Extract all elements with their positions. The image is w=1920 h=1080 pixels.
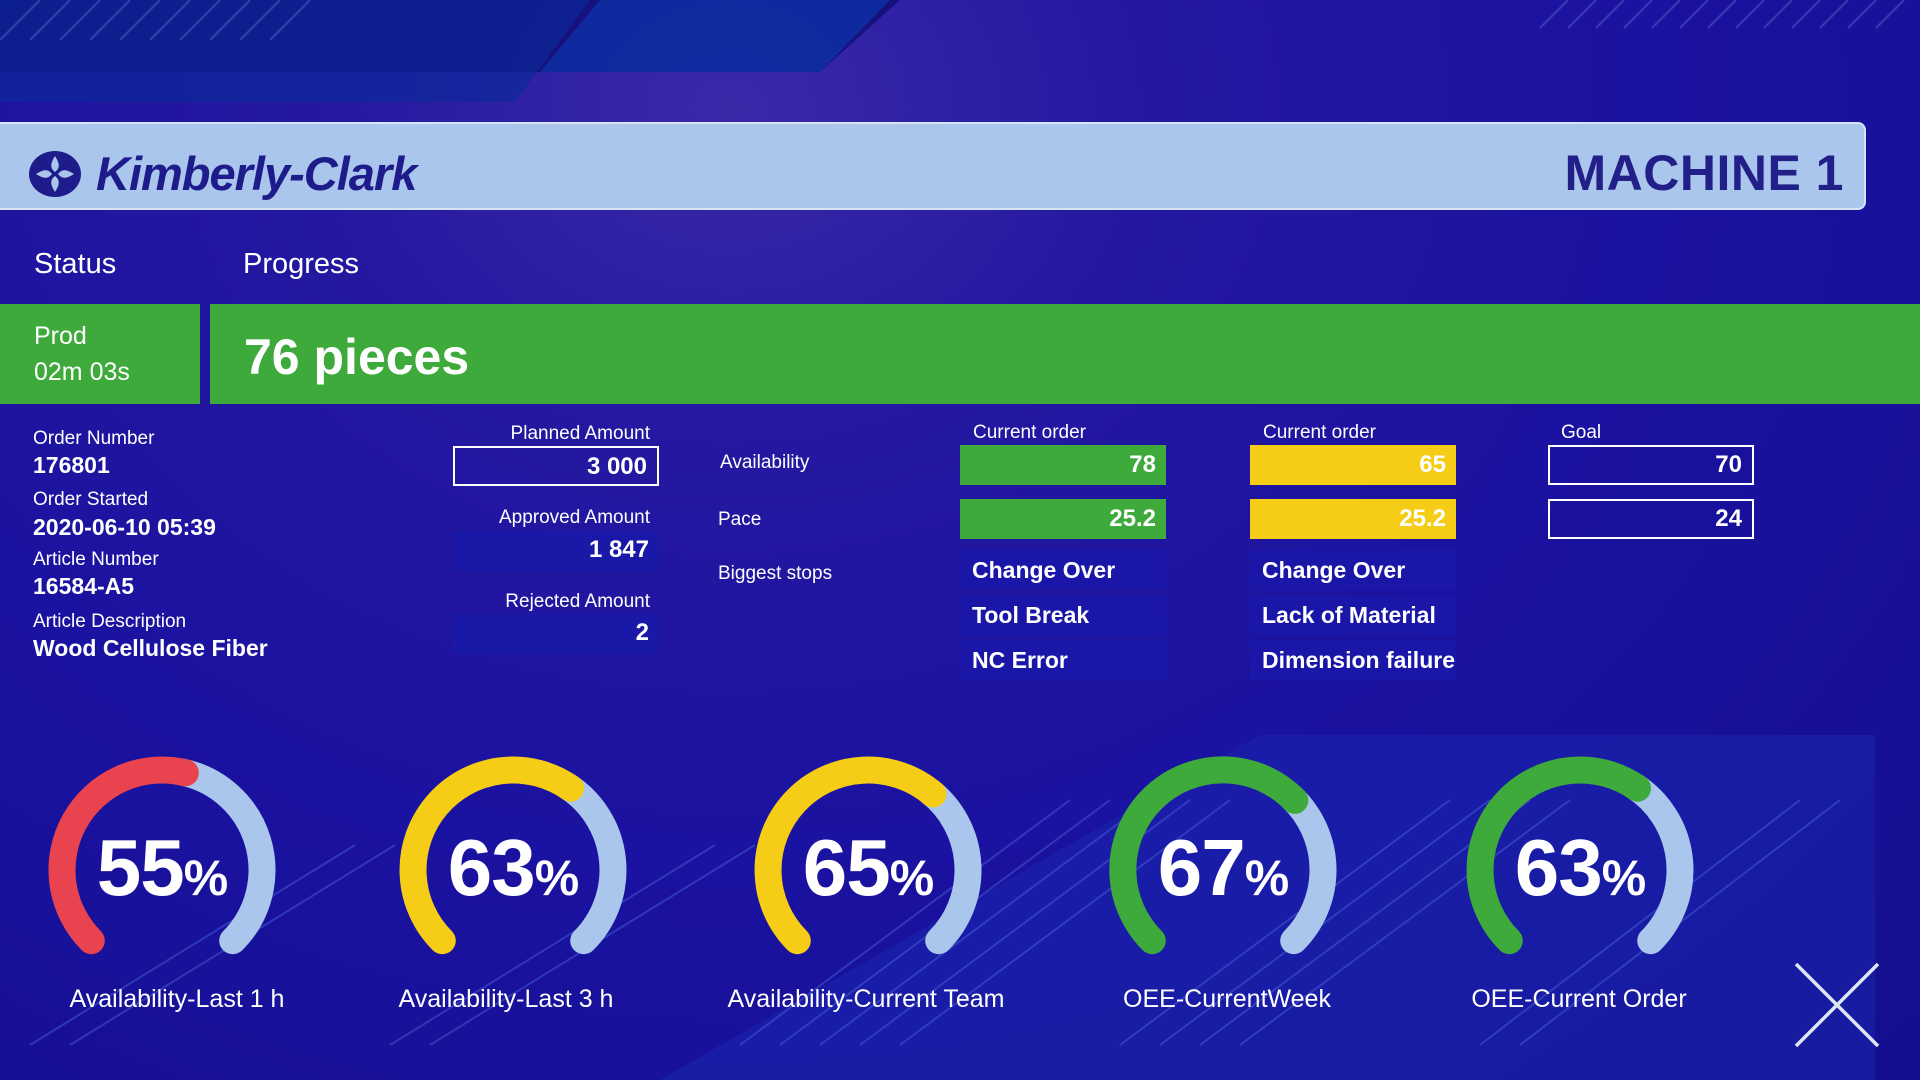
progress-bar: 76 pieces [210,304,1920,404]
status-heading: Status [34,248,117,280]
gauge-number-5: 63 [1514,823,1603,912]
gauge-unit-5: % [1601,850,1646,906]
gauge-availability-last-1h: 55% [32,740,292,1000]
col1-stop-3: NC Error [960,640,1166,680]
gauge-label-2: Availability-Last 3 h [398,985,614,1013]
progress-heading: Progress [243,248,360,280]
gauge-value-3: 65% [738,828,998,918]
col2-header: Current order [1263,422,1376,443]
gauge-availability-last-3h: 63% [383,740,643,1000]
gauge-fill [754,756,947,955]
col2-stop-1: Change Over [1250,550,1456,590]
gauge-label-3: Availability-Current Team [727,985,1005,1013]
col1-availability-value: 78 [960,445,1166,485]
order-started-label: Order Started [33,489,149,510]
gauge-track [554,772,627,955]
goal-pace-value: 24 [1548,499,1754,539]
goal-header: Goal [1561,422,1602,443]
gauge-fill [1466,756,1651,955]
gauge-label-4: OEE-CurrentWeek [1123,985,1331,1013]
gauge-ring-5 [1466,756,1694,955]
gauge-number-2: 63 [447,823,536,912]
gauge-unit-4: % [1244,850,1289,906]
status-box: Prod 02m 03s [0,304,200,404]
rejected-amount-label: Rejected Amount [505,591,650,612]
gauge-ring-2 [399,756,627,955]
gauge-ring-3 [754,756,982,955]
gauge-track [1621,772,1694,955]
gauge-label-5: OEE-Current Order [1471,985,1687,1013]
gauge-label-1: Availability-Last 1 h [69,985,285,1013]
planned-amount-label: Planned Amount [510,423,650,444]
col2-stop-3: Dimension failure [1250,640,1456,680]
approved-amount-label: Approved Amount [498,507,650,528]
col1-stop-1: Change Over [960,550,1166,590]
gauge-track [916,778,982,955]
article-number-value: 16584-A5 [33,573,135,599]
header-bar: Kimberly-Clark MACHINE 1 [0,122,1866,210]
col1-stop-2: Tool Break [960,595,1166,635]
rejected-amount-value: 2 [453,614,659,654]
close-icon[interactable] [1790,958,1884,1052]
col1-header: Current order [973,422,1086,443]
gauge-number-1: 55 [96,823,185,912]
gauge-track [168,758,276,955]
col2-pace-value: 25.2 [1250,499,1456,539]
goal-availability-value: 70 [1548,445,1754,485]
col2-availability-value: 65 [1250,445,1456,485]
progress-text: 76 pieces [244,329,470,385]
planned-amount-value: 3 000 [453,446,659,486]
gauge-value-2: 63% [383,828,643,918]
order-number-label: Order Number [33,428,155,449]
pace-row-label: Pace [718,509,762,530]
gauge-value-4: 67% [1093,828,1353,918]
article-number-label: Article Number [33,549,159,570]
approved-amount-value: 1 847 [453,531,659,571]
gauge-number-3: 65 [802,823,891,912]
order-started-value: 2020-06-10 05:39 [33,514,216,540]
gauge-fill [48,756,199,955]
brand-name: Kimberly-Clark [96,147,417,200]
gauge-ring-1 [48,756,276,955]
kimberly-clark-logo-icon [29,150,81,197]
gauge-value-5: 63% [1450,828,1710,918]
gauge-fill [1109,756,1309,955]
col2-stop-2: Lack of Material [1250,595,1456,635]
article-description-label: Article Description [33,611,187,632]
order-number-value: 176801 [33,452,110,478]
gauge-oee-current-order: 63% [1450,740,1710,1000]
status-state: Prod [34,322,87,350]
status-duration: 02m 03s [34,358,130,386]
gauge-value-1: 55% [32,828,292,918]
gauge-fill [399,756,584,955]
machine-title: MACHINE 1 [1564,145,1844,201]
gauge-unit-2: % [534,850,579,906]
article-description-value: Wood Cellulose Fiber [33,635,268,661]
gauge-unit-1: % [183,850,228,906]
availability-row-label: Availability [720,452,810,473]
biggest-stops-row-label: Biggest stops [718,563,833,584]
brand-logo: Kimberly-Clark [28,146,417,201]
gauge-unit-3: % [889,850,934,906]
gauge-ring-4 [1109,756,1337,955]
gauge-track [1278,784,1337,955]
col1-pace-value: 25.2 [960,499,1166,539]
gauge-number-4: 67 [1157,823,1246,912]
gauge-availability-current-team: 65% [738,740,998,1000]
gauge-oee-current-week: 67% [1093,740,1353,1000]
